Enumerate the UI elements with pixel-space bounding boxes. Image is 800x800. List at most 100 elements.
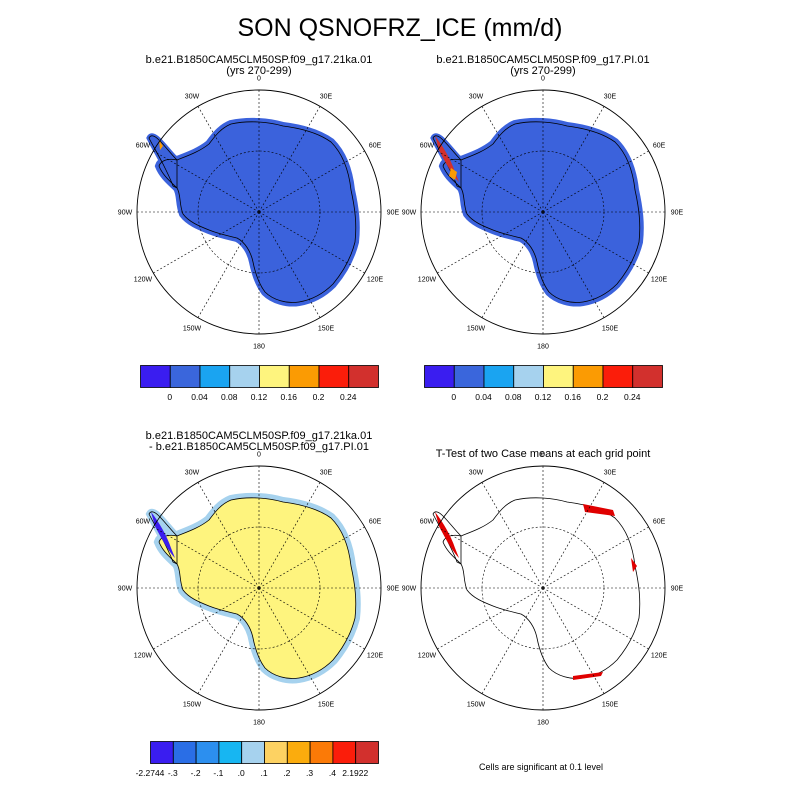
colorbar-swatch — [332, 741, 357, 764]
longitude-label: 0 — [541, 452, 545, 459]
map-panel-case2: 0 30E 60E 90E 120E 150E 180 150W 120W 90W 60W 30W — [402, 76, 684, 351]
meridian-line — [153, 211, 260, 274]
longitude-label: 180 — [537, 720, 549, 727]
colorbar-label: 0.08 — [504, 392, 522, 402]
colorbar-swatch — [348, 365, 379, 388]
colorbar-label: 0 — [167, 392, 173, 402]
graticule-case1: 0 30E 60E 90E 120E 150E 180 150W 120W 90W 60W 30W — [118, 76, 400, 351]
meridian-line — [258, 587, 321, 694]
significant-cells-east — [583, 504, 615, 516]
graticule-ttest: 0 30E 60E 90E 120E 150E 180 150W 120W 90W 60W 30W — [402, 452, 684, 727]
meridian-line — [481, 587, 544, 694]
longitude-label: 60W — [136, 143, 151, 150]
longitude-label: 120W — [134, 277, 153, 284]
meridian-line — [258, 482, 321, 589]
meridian-line — [542, 587, 605, 694]
panel-title-case2-line1: b.e21.B1850CAM5CLM50SP.f09_g17.PI.01 — [436, 54, 650, 66]
colorbar-label: 0.08 — [220, 392, 238, 402]
meridian-line — [258, 526, 365, 589]
meridian-line — [258, 106, 321, 213]
meridian-line — [481, 211, 544, 318]
longitude-label: 120W — [418, 277, 437, 284]
colorbar-swatch — [355, 741, 379, 764]
longitude-label: 150W — [467, 326, 486, 333]
longitude-label: 90W — [402, 210, 417, 217]
longitude-label: 30W — [469, 93, 484, 100]
meridian-line — [542, 211, 649, 274]
longitude-label: 60E — [653, 519, 666, 526]
colorbar-swatch — [172, 741, 197, 764]
panel-title-case1-line2: (yrs 270-299) — [226, 65, 292, 77]
colorbar-diff — [150, 741, 379, 764]
longitude-label: 150W — [467, 702, 486, 709]
longitude-label: 0 — [257, 76, 261, 83]
longitude-label: 180 — [253, 720, 265, 727]
colorbar-swatch — [140, 365, 171, 388]
longitude-label: 120W — [134, 653, 153, 660]
panel-title-case1: b.e21.B1850CAM5CLM50SP.f09_g17.21ka.01 (… — [109, 55, 409, 77]
longitude-label: 150E — [318, 702, 335, 709]
antarctica-case2 — [433, 122, 640, 303]
meridian-line — [258, 587, 365, 650]
meridian-line — [197, 106, 260, 213]
longitude-label: 30E — [604, 93, 617, 100]
colorbar-swatch — [218, 741, 243, 764]
colorbar-label: -.3 — [167, 768, 178, 778]
longitude-label: 60E — [369, 143, 382, 150]
longitude-label: 90E — [387, 210, 400, 217]
graticule-diff: 0 30E 60E 90E 120E 150E 180 150W 120W 90W 60W 30W — [118, 452, 400, 727]
significant-cells-south — [573, 672, 603, 680]
colorbar-swatch — [602, 365, 634, 388]
meridian-line — [258, 211, 321, 318]
longitude-label: 120W — [418, 653, 437, 660]
panel-title-diff-line2: - b.e21.B1850CAM5CLM50SP.f09_g17.PI.01 — [149, 441, 369, 453]
longitude-label: 120E — [651, 277, 668, 284]
meridian-line — [197, 482, 260, 589]
antarctica-case1 — [149, 122, 356, 303]
longitude-label: 60E — [653, 143, 666, 150]
peninsula-negative — [151, 512, 175, 558]
colorbar-swatch — [513, 365, 544, 388]
meridian-line — [153, 526, 260, 589]
longitude-label: 120E — [367, 277, 384, 284]
meridian-line — [153, 587, 260, 650]
longitude-label: 30E — [320, 469, 333, 476]
colorbar-label: .0 — [237, 768, 245, 778]
colorbar-label: 0.2 — [596, 392, 609, 402]
colorbar-swatch — [318, 365, 350, 388]
meridian-line — [153, 150, 260, 213]
longitude-label: 90W — [118, 210, 133, 217]
longitude-label: 120E — [367, 653, 384, 660]
panel-title-diff: b.e21.B1850CAM5CLM50SP.f09_g17.21ka.01 -… — [109, 431, 409, 453]
panel-title-diff-line1: b.e21.B1850CAM5CLM50SP.f09_g17.21ka.01 — [145, 430, 373, 442]
colorbar-label: 2.1922 — [342, 768, 369, 778]
significance-note: Cells are significant at 0.1 level — [478, 762, 604, 772]
colorbar-label: .4 — [328, 768, 336, 778]
map-panel-ttest: 0 30E 60E 90E 120E 150E 180 150W 120W 90W 60W 30W — [402, 452, 684, 727]
colorbar-swatch — [229, 365, 260, 388]
colorbar-label: .2 — [283, 768, 291, 778]
longitude-label: 150W — [183, 702, 202, 709]
colorbar-swatch — [286, 741, 311, 764]
longitude-label: 60W — [136, 519, 151, 526]
colorbar-swatch — [195, 741, 220, 764]
longitude-label: 30E — [320, 93, 333, 100]
longitude-label: 0 — [257, 452, 261, 459]
map-panel-diff: 0 30E 60E 90E 120E 150E 180 150W 120W 90W 60W 30W — [118, 452, 400, 727]
longitude-label: 90E — [387, 586, 400, 593]
colorbar-label: 0.24 — [339, 392, 357, 402]
colorbar-swatch — [199, 365, 231, 388]
colorbar-label: 0 — [451, 392, 457, 402]
meridian-line — [542, 106, 605, 213]
colorbar-label: 0.16 — [564, 392, 582, 402]
colorbar-label: 0.24 — [623, 392, 641, 402]
meridian-line — [481, 106, 544, 213]
meridian-line — [437, 150, 544, 213]
colorbar-label: -.1 — [213, 768, 224, 778]
colorbar-label: 0.12 — [534, 392, 552, 402]
map-panel-case1: 0 30E 60E 90E 120E 150E 180 150W 120W 90W 60W 30W — [118, 76, 400, 351]
colorbar-label: 0.04 — [191, 392, 208, 402]
colorbar-label: 0.16 — [280, 392, 298, 402]
colorbar-swatch — [309, 741, 334, 764]
panel-title-case2-line2: (yrs 270-299) — [510, 65, 576, 77]
